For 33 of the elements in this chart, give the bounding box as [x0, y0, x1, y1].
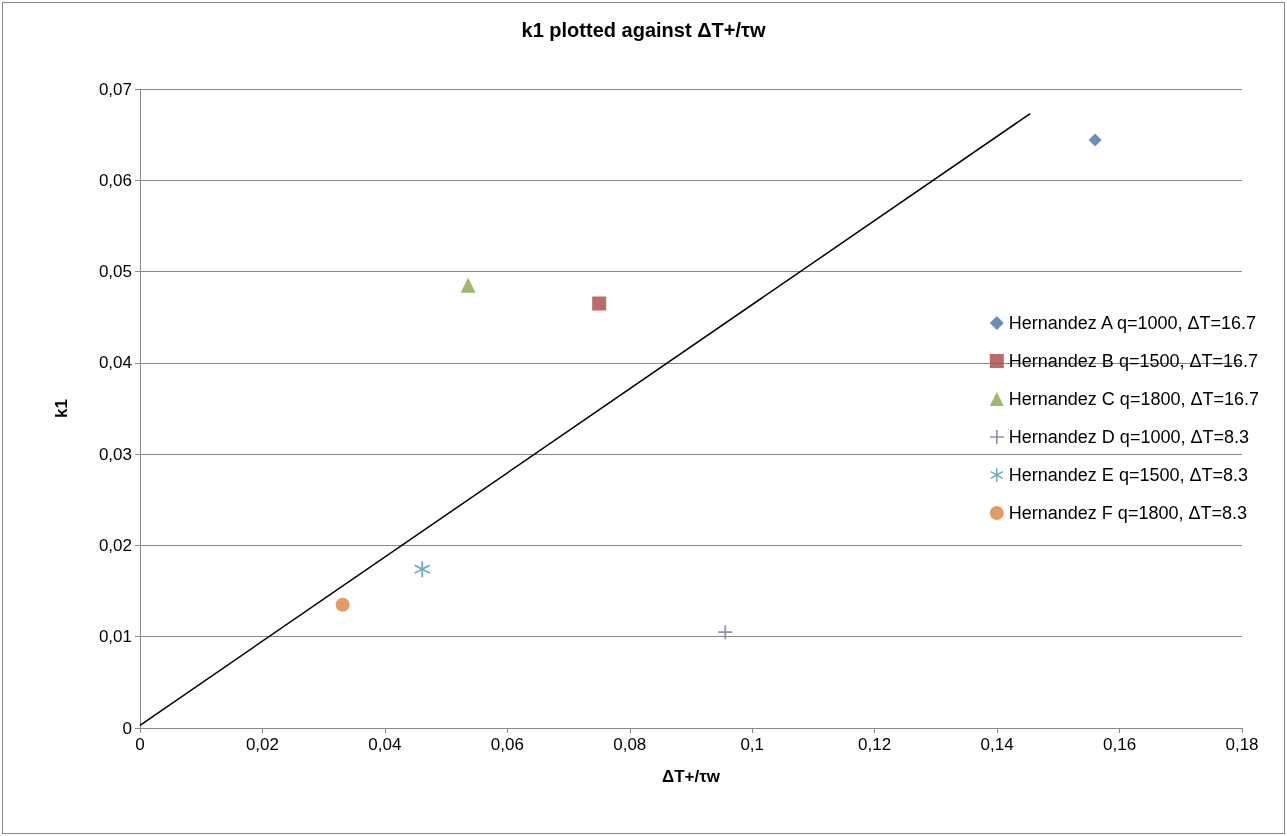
point: [718, 625, 733, 640]
y-tick-label: 0,03: [98, 444, 132, 464]
y-tick-label: 0,01: [98, 627, 132, 647]
x-tick-label: 0,12: [858, 735, 892, 754]
x-tick-label: 0,18: [1225, 735, 1259, 754]
legend-label: Hernandez C q=1800, ΔT=16.7: [1008, 389, 1260, 409]
y-tick-label: 0,05: [98, 262, 132, 282]
y-tick-label: 0,06: [98, 170, 132, 190]
chart-title: k1 plotted against ΔT+/τw: [521, 19, 766, 41]
x-tick-label: 0,1: [740, 735, 765, 754]
x-tick-label: 0,02: [245, 735, 279, 754]
y-tick-label: 0,07: [98, 79, 132, 99]
legend-label: Hernandez A q=1000, ΔT=16.7: [1008, 313, 1257, 333]
y-axis-title: k1: [52, 399, 71, 418]
point: [335, 597, 350, 612]
legend-label: Hernandez D q=1000, ΔT=8.3: [1008, 427, 1249, 447]
legend-label: Hernandez E q=1500, ΔT=8.3: [1008, 465, 1248, 485]
legend-label: Hernandez B q=1500, ΔT=16.7: [1008, 351, 1259, 371]
x-tick-label: 0,06: [490, 735, 524, 754]
y-tick-label: 0,04: [98, 353, 132, 373]
legend-label: Hernandez F q=1800, ΔT=8.3: [1008, 503, 1247, 523]
point: [460, 277, 476, 293]
x-axis-title: ΔT+/τw: [661, 767, 721, 786]
x-tick-label: 0,16: [1103, 735, 1137, 754]
x-tick-label: 0,04: [368, 735, 402, 754]
x-tick-label: 0,08: [613, 735, 647, 754]
y-tick-label: 0: [122, 718, 132, 738]
point: [592, 296, 607, 311]
x-tick-label: 0,14: [980, 735, 1014, 754]
point: [414, 561, 431, 578]
y-tick-label: 0,02: [98, 535, 132, 555]
point: [1088, 133, 1102, 147]
x-tick-label: 0: [135, 735, 145, 754]
